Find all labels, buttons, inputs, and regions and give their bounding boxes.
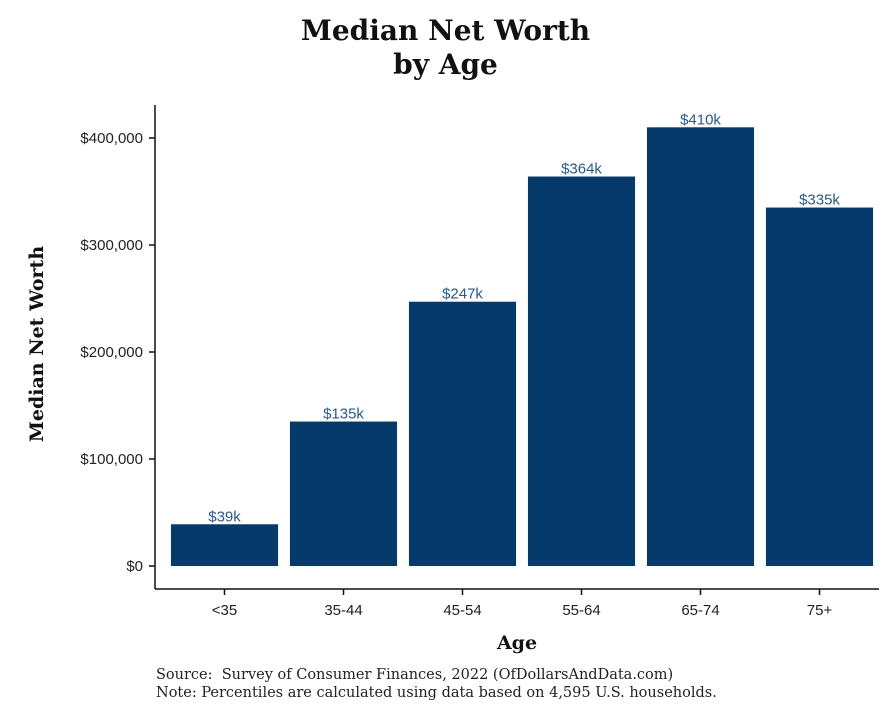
x-tick-label-5: 75+	[807, 602, 833, 619]
y-tick-label-4: $400,000	[80, 130, 143, 147]
y-tick-label-1: $100,000	[80, 451, 143, 468]
chart-title: Median Net Worth by Age	[0, 14, 891, 82]
data-label-0: $39k	[208, 508, 241, 525]
data-label-4: $410k	[680, 111, 721, 128]
chart-title-line2: by Age	[393, 48, 498, 81]
x-tick-label-0: <35	[212, 602, 237, 619]
x-axis-title: Age	[496, 632, 537, 654]
bar-3	[527, 176, 636, 566]
footnotes: Source: Survey of Consumer Finances, 202…	[156, 666, 717, 702]
y-tick-label-3: $300,000	[80, 237, 143, 254]
data-label-5: $335k	[799, 192, 840, 209]
percentile-note: Note: Percentiles are calculated using d…	[156, 685, 717, 701]
source-note: Source: Survey of Consumer Finances, 202…	[156, 667, 674, 683]
bars-group	[170, 127, 874, 567]
x-tick-label-4: 65-74	[681, 602, 719, 619]
bar-2	[408, 301, 517, 566]
x-tick-label-1: 35-44	[324, 602, 362, 619]
y-ticks-group: $0 $100,000 $200,000 $300,000 $400,000	[80, 130, 155, 575]
bar-5	[765, 207, 874, 567]
chart-title-line1: Median Net Worth	[300, 14, 591, 47]
data-labels-group: $39k $135k $247k $364k $410k $335k	[208, 111, 840, 525]
x-tick-label-3: 55-64	[562, 602, 600, 619]
data-label-2: $247k	[442, 286, 483, 303]
x-ticks-group: <35 35-44 45-54 55-64 65-74 75+	[212, 589, 833, 619]
data-label-3: $364k	[561, 161, 602, 178]
y-axis-title: Median Net Worth	[26, 246, 48, 442]
x-tick-label-2: 45-54	[443, 602, 481, 619]
bar-4	[646, 127, 755, 567]
bar-0	[170, 524, 279, 566]
y-tick-label-2: $200,000	[80, 344, 143, 361]
bar-1	[289, 421, 398, 566]
y-tick-label-0: $0	[126, 558, 143, 575]
data-label-1: $135k	[323, 406, 364, 423]
